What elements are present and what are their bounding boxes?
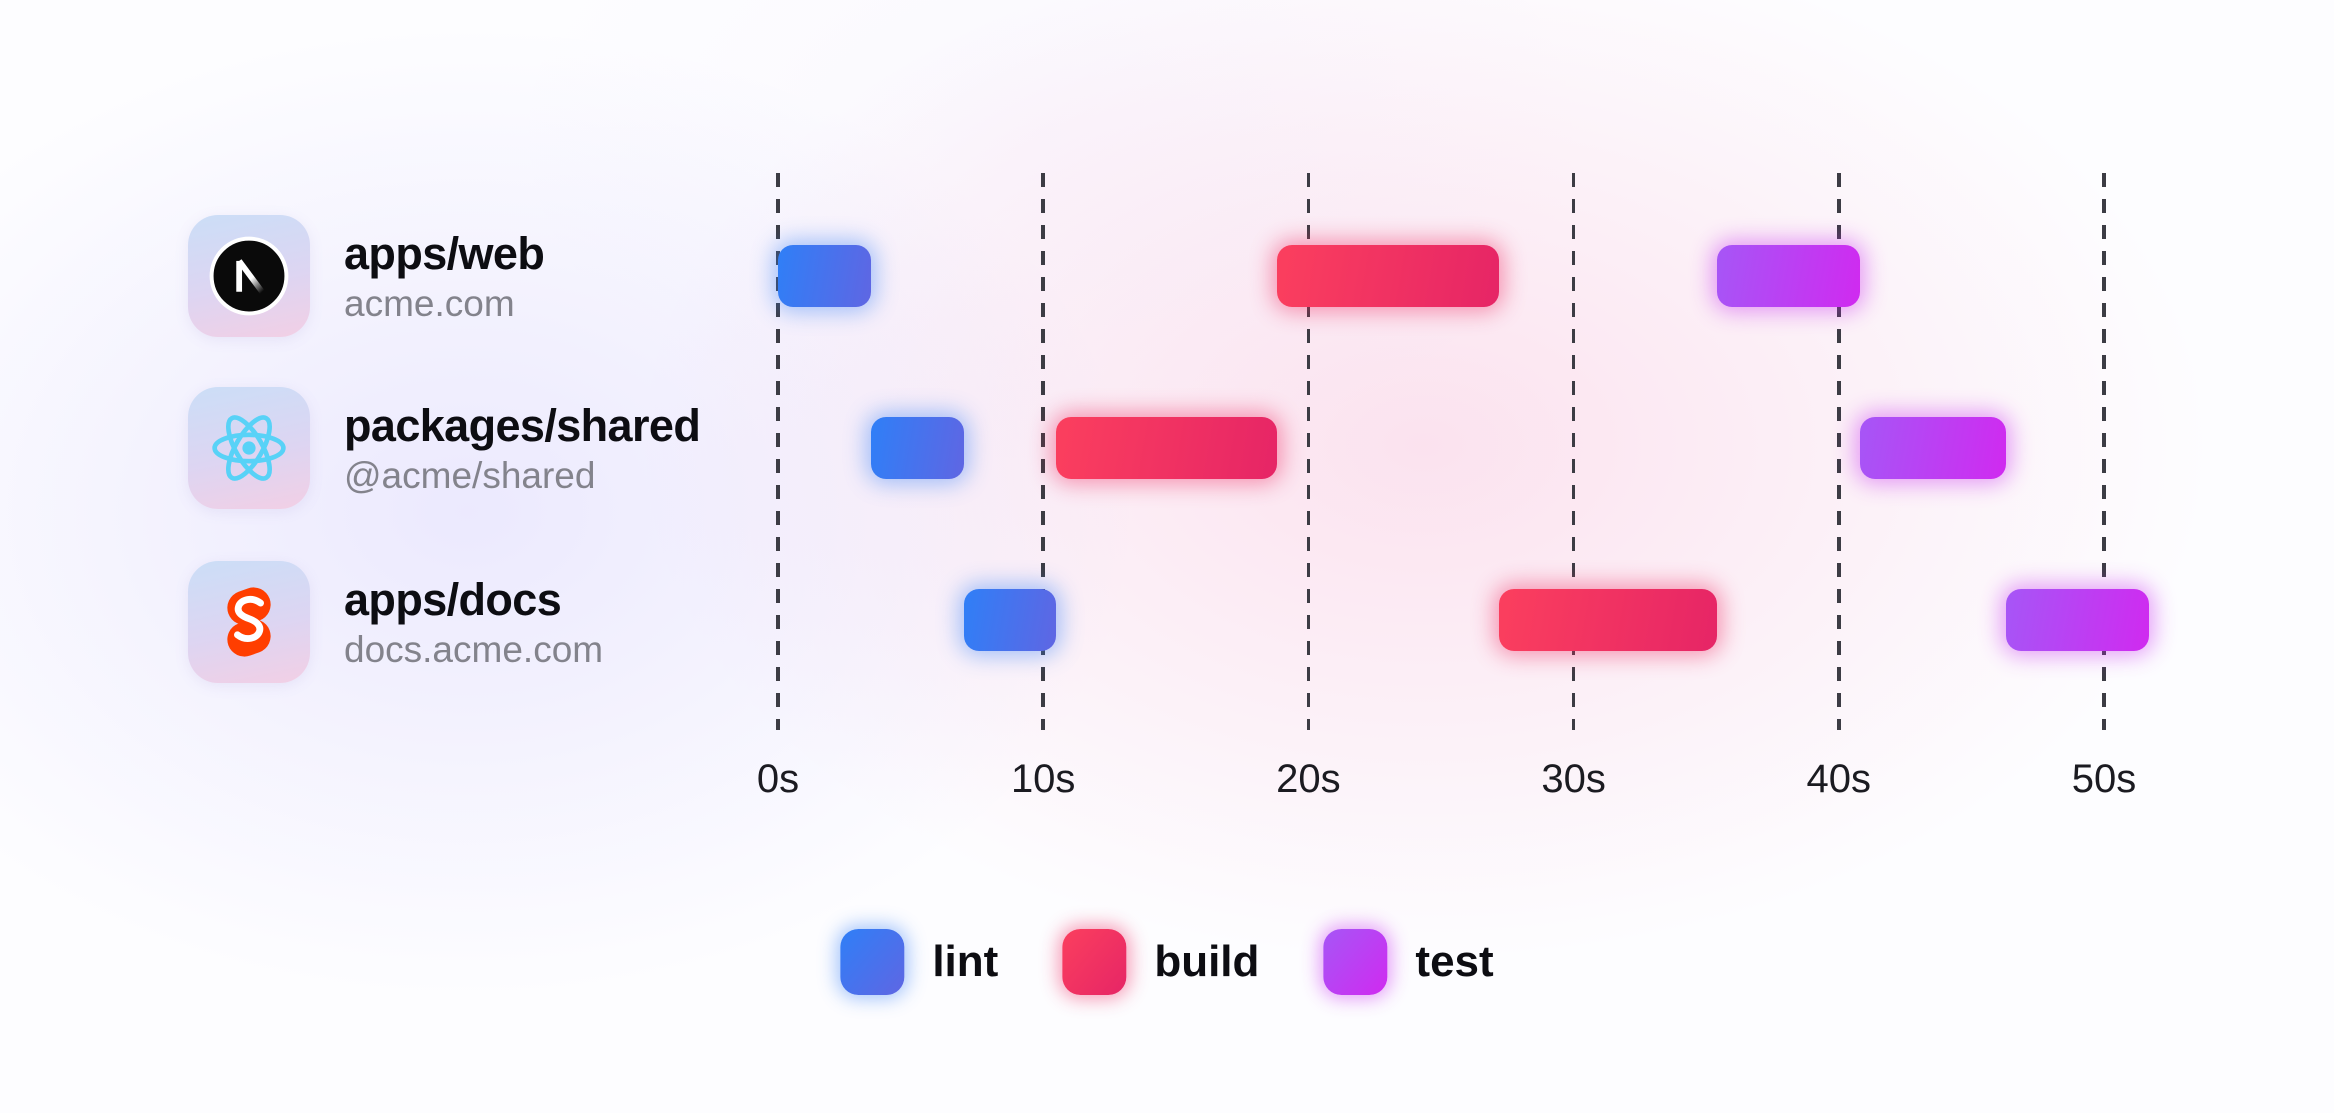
legend-label: lint xyxy=(932,937,999,986)
axis-tick-label-10s: 10s xyxy=(1010,757,1076,801)
project-subtitle: docs.acme.com xyxy=(344,629,604,670)
gridline-10s xyxy=(1041,173,1045,730)
project-text: packages/shared @acme/shared xyxy=(344,398,701,498)
axis-tick-label-0s: 0s xyxy=(756,757,800,801)
legend-swatch-test xyxy=(1323,929,1388,995)
project-text: apps/docs docs.acme.com xyxy=(344,572,603,672)
legend-label: test xyxy=(1415,937,1494,986)
task-bar-apps/web-test xyxy=(1716,245,1860,307)
nextjs-icon xyxy=(209,236,289,316)
task-bar-apps/docs-build xyxy=(1499,589,1717,651)
project-subtitle: acme.com xyxy=(344,283,515,324)
svelte-icon xyxy=(227,587,271,657)
gridline-20s xyxy=(1306,173,1311,730)
legend-item-lint: lint xyxy=(840,929,998,995)
gridline-40s xyxy=(1837,173,1841,730)
project-icon-card xyxy=(188,387,310,509)
project-row-apps/docs: apps/docs docs.acme.com xyxy=(188,561,603,683)
legend-swatch-lint xyxy=(840,929,905,995)
gridline-30s xyxy=(1571,173,1576,730)
axis-tick-label-30s: 30s xyxy=(1541,757,1606,801)
gridline-0s xyxy=(776,173,780,730)
legend-item-test: test xyxy=(1323,929,1494,995)
task-bar-apps/docs-test xyxy=(2005,589,2150,651)
project-subtitle: @acme/shared xyxy=(344,455,596,496)
legend: lint build test xyxy=(840,929,1494,995)
project-title: packages/shared xyxy=(344,400,701,451)
react-icon xyxy=(212,415,286,481)
task-bar-packages/shared-test xyxy=(1860,417,2006,479)
task-bar-packages/shared-build xyxy=(1056,417,1277,479)
project-text: apps/web acme.com xyxy=(344,226,545,326)
axis-tick-label-20s: 20s xyxy=(1276,757,1341,801)
task-bar-apps/web-build xyxy=(1276,245,1500,307)
task-bar-apps/docs-lint xyxy=(963,589,1057,651)
gridline-50s xyxy=(2102,173,2106,730)
legend-swatch-build xyxy=(1062,929,1127,995)
project-title: apps/web xyxy=(344,228,545,279)
axis-tick-label-50s: 50s xyxy=(2071,757,2137,801)
project-title: apps/docs xyxy=(344,574,562,625)
project-row-apps/web: apps/web acme.com xyxy=(188,215,545,337)
legend-item-build: build xyxy=(1062,929,1259,995)
project-icon-card xyxy=(188,215,310,337)
task-bar-apps/web-lint xyxy=(778,245,871,307)
legend-label: build xyxy=(1154,937,1260,986)
axis-tick-label-40s: 40s xyxy=(1806,757,1872,801)
task-bar-packages/shared-lint xyxy=(870,417,964,479)
project-row-packages/shared: packages/shared @acme/shared xyxy=(188,387,701,509)
project-icon-card xyxy=(188,561,310,683)
